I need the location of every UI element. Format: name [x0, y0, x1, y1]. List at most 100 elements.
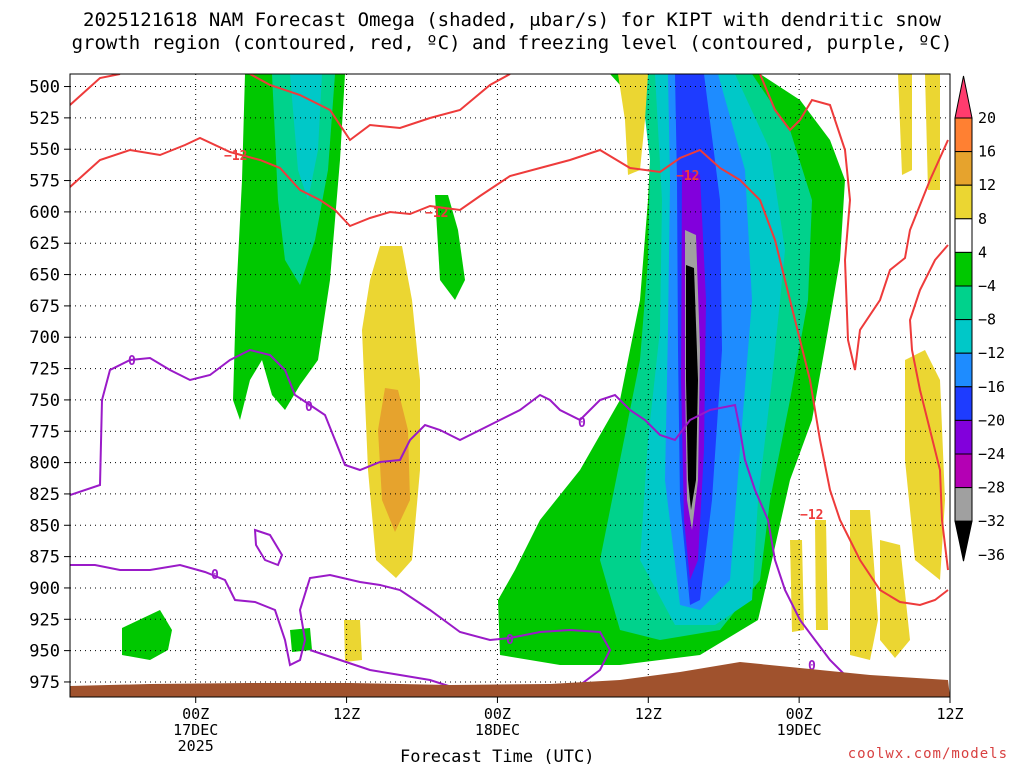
colorbar-swatch: [954, 285, 973, 321]
y-axis: 500 525 550 575 600 625 650 675 700 725 750 775 800 8…: [29, 78, 70, 693]
y-tick-label: 825: [29, 485, 60, 505]
colorbar-label: 12: [978, 176, 996, 194]
freezing-contour-loop: [253, 528, 284, 567]
freezing-label-1: 0: [128, 354, 136, 369]
omega-region-yellow-right-7: [790, 540, 804, 632]
y-tick-label: 925: [29, 610, 60, 630]
x-tick-label: 00Z: [182, 705, 209, 723]
colorbar-swatch: [954, 419, 973, 455]
y-tick-label: 750: [29, 391, 60, 411]
dendritic-contour-right: [908, 244, 949, 571]
y-tick-label: 600: [29, 203, 60, 223]
omega-region-yellow-right-2: [898, 74, 912, 175]
y-tick-label: 550: [29, 140, 60, 160]
colorbar-swatch: [954, 218, 973, 253]
x-tick-label: 2025: [178, 737, 214, 755]
freezing-label-5: 0: [506, 633, 514, 648]
colorbar-label: −36: [978, 546, 1005, 564]
y-tick-label: 900: [29, 579, 60, 599]
colorbar-label: 20: [978, 109, 996, 127]
colorbar-label: −4: [978, 277, 996, 295]
y-tick-label: 650: [29, 266, 60, 286]
omega-region-yellow-right-4: [905, 350, 945, 580]
omega-region-green-patch-2: [290, 628, 312, 652]
x-axis-label: Forecast Time (UTC): [400, 747, 595, 767]
freezing-contour-lower: [70, 563, 612, 696]
colorbar-swatch: [954, 251, 973, 287]
y-tick-label: 725: [29, 360, 60, 380]
x-tick-label: 12Z: [333, 705, 360, 723]
y-tick-label: 850: [29, 516, 60, 536]
omega-region-black-main: [686, 265, 698, 510]
y-tick-label: 875: [29, 548, 60, 568]
colorbar-swatch: [954, 117, 973, 153]
omega-region-yellow-patch-1: [344, 620, 362, 662]
colorbar-swatch: [954, 184, 973, 220]
y-tick-label: 775: [29, 422, 60, 442]
colorbar-swatch: [954, 487, 973, 522]
x-tick-label: 18DEC: [475, 721, 520, 739]
colorbar-label: −8: [978, 311, 996, 329]
dendritic-contours: [70, 74, 949, 607]
y-tick-label: 500: [29, 78, 60, 98]
colorbar-label: −24: [978, 445, 1005, 463]
chart-title-line-1: 2025121618 NAM Forecast Omega (shaded, μ…: [83, 9, 941, 31]
contour-labels: −12 −12 −12 −12 0 0 0 0 0 0: [128, 149, 823, 674]
x-tick-label: 00Z: [484, 705, 511, 723]
colorbar-swatch: [954, 352, 973, 388]
credit-link[interactable]: coolwx.com/models: [847, 746, 1008, 762]
y-tick-label: 625: [29, 234, 60, 254]
y-tick-label: 675: [29, 297, 60, 317]
dendritic-label-4: −12: [800, 508, 823, 523]
freezing-label-4: 0: [211, 568, 219, 583]
colorbar-label: −32: [978, 512, 1005, 530]
colorbar-label: 4: [978, 243, 987, 261]
grid-layer: [70, 74, 950, 697]
freezing-label-2: 0: [305, 400, 313, 415]
colorbar-swatch: [954, 453, 973, 489]
omega-region-green-patch-3: [520, 540, 560, 600]
omega-region-yellow-right-5: [850, 510, 878, 660]
omega-region-cyan-left: [290, 74, 322, 200]
freezing-level-contours: [70, 348, 846, 696]
colorbar-swatch: [954, 386, 973, 421]
colorbar-label: 16: [978, 143, 996, 161]
colorbar-top-arrow: [954, 75, 973, 119]
x-tick-label: 00Z: [786, 705, 813, 723]
y-tick-label: 800: [29, 454, 60, 474]
colorbar-label: −28: [978, 479, 1005, 497]
dendritic-label-1: −12: [224, 149, 247, 164]
omega-region-green-mid: [435, 195, 465, 300]
dendritic-label-2: −12: [425, 206, 448, 221]
chart-title-line-2: growth region (contoured, red, ºC) and f…: [71, 32, 953, 54]
colorbar-label: −16: [978, 378, 1005, 396]
x-tick-label: 12Z: [635, 705, 662, 723]
x-tick-label: 19DEC: [777, 721, 822, 739]
colorbar-bottom-arrow: [954, 520, 973, 562]
freezing-label-3: 0: [578, 416, 586, 431]
x-tick-label: 17DEC: [173, 721, 218, 739]
omega-region-yellow-right-3: [925, 74, 940, 190]
omega-shading: [122, 74, 945, 665]
y-tick-label: 975: [29, 673, 60, 693]
colorbar-label: −20: [978, 411, 1005, 429]
omega-region-yellow-right-8: [815, 520, 828, 630]
dendritic-label-3: −12: [676, 169, 699, 184]
dendritic-contour-top: [70, 74, 949, 371]
omega-region-green-patch-1: [122, 610, 172, 660]
dendritic-contour-upper: [70, 136, 949, 607]
omega-region-yellow-right-1: [618, 74, 648, 175]
y-tick-label: 700: [29, 328, 60, 348]
y-tick-label: 950: [29, 642, 60, 662]
y-tick-label: 575: [29, 172, 60, 192]
terrain-surface: [70, 662, 950, 697]
colorbar-label: −12: [978, 344, 1005, 362]
y-tick-label: 525: [29, 109, 60, 129]
x-axis: 00Z17DEC202512Z00Z18DEC12Z00Z19DEC12Z00Z…: [173, 697, 964, 755]
x-tick-label: 12Z: [936, 705, 963, 723]
colorbar: 20 16 12 8 4 −4 −8 −12 −16 −20 −24 −28 −32 −36: [954, 75, 1005, 564]
freezing-contour-main: [70, 348, 846, 676]
plot-frame: [69, 73, 951, 698]
colorbar-label: 8: [978, 210, 987, 228]
